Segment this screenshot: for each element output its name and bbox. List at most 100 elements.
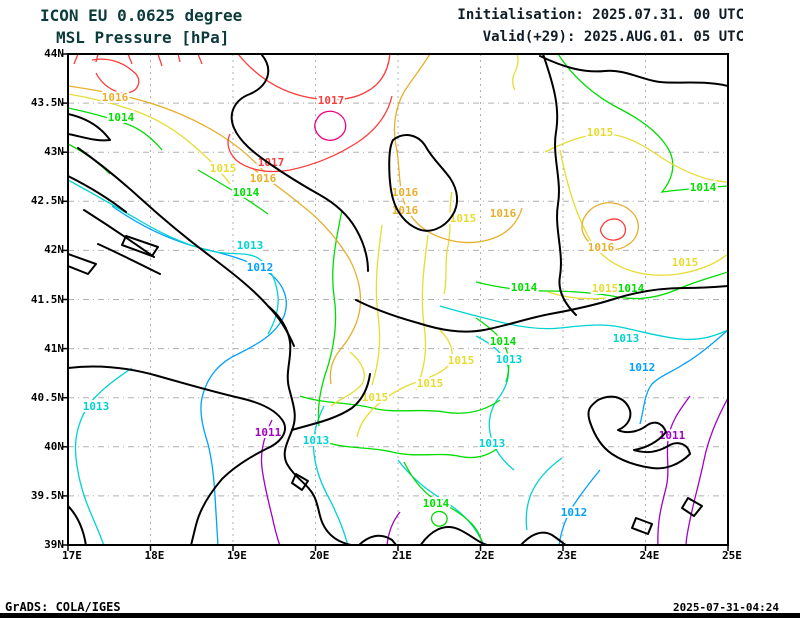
coast-albania-greece: [267, 305, 359, 545]
isobar-label-1014: 1014: [108, 111, 135, 124]
lat-label-42.5N: 42.5N: [30, 194, 64, 208]
border-macedonia-greece: [355, 285, 728, 333]
coast-chalkidiki: [587, 395, 691, 470]
isobar-1013-chalkidiki-west: [525, 457, 563, 531]
isobar-label-1014: 1014: [690, 181, 717, 194]
isobar-label-1016: 1016: [588, 241, 615, 254]
isobar-label-1015: 1015: [450, 212, 477, 225]
coast-italy-edge: [68, 505, 87, 545]
isobar-1015-nw: [68, 93, 231, 185]
isobar-label-1016: 1016: [392, 186, 419, 199]
isobar-1013-south: [439, 305, 728, 341]
isobar-1013-italy: [74, 367, 133, 545]
isobar-label-1012: 1012: [629, 361, 656, 374]
coast-italy-puglia: [68, 365, 286, 545]
isobar-1016-east-closed: [581, 202, 639, 251]
isobar-label-1015: 1015: [448, 354, 475, 367]
isobar-1014-pindus: [403, 461, 484, 545]
isobar-1015-east-arc: [559, 149, 728, 276]
graticule-grid: [68, 54, 728, 545]
isobar-label-1013: 1013: [613, 332, 640, 345]
isobar-1012-chalkidiki: [558, 469, 601, 545]
isobar-label-1015: 1015: [587, 126, 614, 139]
isobar-label-1014: 1014: [423, 497, 450, 510]
isobar-label-1016: 1016: [102, 91, 129, 104]
lon-label-19E: 19E: [227, 549, 247, 562]
grads-credit: GrADS: COLA/IGES: [5, 600, 121, 614]
isobar-1017-east-dot: [599, 218, 627, 241]
lon-label-23E: 23E: [557, 549, 577, 562]
lon-label-17E: 17E: [62, 549, 82, 562]
lat-label-39N: 39N: [44, 538, 64, 551]
island-chain-3: [97, 243, 161, 275]
isobar-1015-south-tongue: [356, 329, 453, 438]
isobar-1013-macedonia: [475, 335, 515, 471]
isobar-1014-tiny-loop: [430, 510, 448, 527]
lon-label-24E: 24E: [639, 549, 660, 562]
isobar-1015-central1: [371, 224, 383, 386]
isobar-1012-east: [639, 329, 728, 425]
isobar-label-1015: 1015: [417, 377, 444, 390]
lon-label-22E: 22E: [474, 549, 495, 562]
lat-label-41.5N: 41.5N: [30, 292, 64, 306]
isobar-1017-top-stubs: [73, 54, 203, 67]
isobar-1015-east-low: [547, 291, 607, 300]
isobar-label-1013: 1013: [83, 400, 110, 413]
isobar-1011-albania: [260, 419, 281, 545]
isobar-1012-adriatic: [111, 205, 287, 545]
isobar-1015-northeast: [544, 133, 728, 183]
isobar-1013-epirus: [312, 405, 349, 545]
isobar-label-1015: 1015: [592, 282, 619, 295]
lat-label-39.5N: 39.5N: [30, 488, 64, 502]
lon-label-21E: 21E: [392, 549, 412, 562]
border-albania-greece: [291, 373, 371, 431]
island-se-2: [631, 517, 653, 535]
isobar-1014-central-trough: [317, 209, 343, 427]
island-corfu: [291, 473, 309, 491]
isobar-1014-south-wave1: [299, 395, 501, 414]
field-title: MSL Pressure [hPa]: [56, 28, 230, 47]
isobar-label-1012: 1012: [561, 506, 588, 519]
lat-label-44N: 44N: [44, 47, 64, 60]
model-title: ICON EU 0.0625 degree: [40, 6, 243, 25]
isobar-label-1017: 1017: [318, 94, 345, 107]
lat-label-43N: 43N: [44, 145, 64, 159]
isobar-label-1013: 1013: [237, 239, 264, 252]
coast-greek-gulfs: [357, 526, 569, 545]
isobar-label-1013: 1013: [303, 434, 330, 447]
bottom-border-bar: [0, 613, 800, 618]
isobar-1015-south-inner: [330, 351, 365, 407]
lat-label-43.5N: 43.5N: [30, 96, 64, 110]
isobar-1014-south-wave2: [319, 439, 499, 459]
island-blob-2: [121, 235, 159, 257]
border-bosnia-loop: [230, 54, 369, 272]
isobar-label-1011: 1011: [255, 426, 282, 439]
isobar-1015-central2: [415, 234, 429, 391]
isobar-label-1014: 1014: [511, 281, 538, 294]
isobar-1017-bosnia: [227, 95, 393, 173]
isobar-1014-nw2: [68, 143, 111, 175]
valid-time: Valid(+29): 2025.AUG.01. 05 UTC: [482, 29, 744, 45]
island-blob-1: [68, 253, 97, 275]
coastlines-and-borders: [68, 54, 728, 545]
lat-label-40N: 40N: [44, 439, 64, 453]
isobar-1013-dalmatia: [68, 179, 279, 335]
isobar-label-1012: 1012: [247, 261, 274, 274]
lon-label-25E: 25E: [722, 549, 742, 562]
isobar-label-1013: 1013: [496, 353, 523, 366]
isobar-1011-aegean-east: [685, 397, 728, 545]
isobar-1014-vardar: [475, 317, 510, 383]
initialisation-time: Initialisation: 2025.07.31. 00 UTC: [457, 7, 744, 23]
isobar-1017-arch: [237, 54, 391, 101]
isobar-1014-coast-inland: [197, 169, 269, 215]
lon-label-20E: 20E: [309, 549, 330, 562]
isobar-1011-aegean-west: [657, 395, 691, 545]
axis-ticks: [62, 53, 729, 551]
isobar-label-1015: 1015: [672, 256, 699, 269]
isobar-1016-west-bound: [251, 167, 362, 385]
isobar-1016-nw: [68, 85, 269, 177]
isobar-label-1016: 1016: [250, 172, 277, 185]
isobar-1016-central-loop: [393, 54, 523, 244]
isobar-contours: [68, 54, 728, 545]
lon-label-18E: 18E: [144, 549, 165, 562]
